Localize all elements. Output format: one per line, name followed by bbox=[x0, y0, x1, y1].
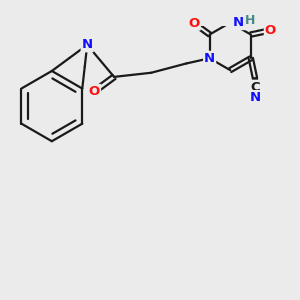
Text: N: N bbox=[204, 52, 215, 65]
Text: O: O bbox=[188, 17, 200, 30]
Text: C: C bbox=[250, 81, 260, 94]
Text: N: N bbox=[249, 91, 260, 104]
Text: H: H bbox=[245, 14, 255, 27]
Text: O: O bbox=[89, 85, 100, 98]
Text: O: O bbox=[265, 24, 276, 37]
Text: N: N bbox=[82, 38, 93, 51]
Text: NH: NH bbox=[233, 16, 255, 29]
